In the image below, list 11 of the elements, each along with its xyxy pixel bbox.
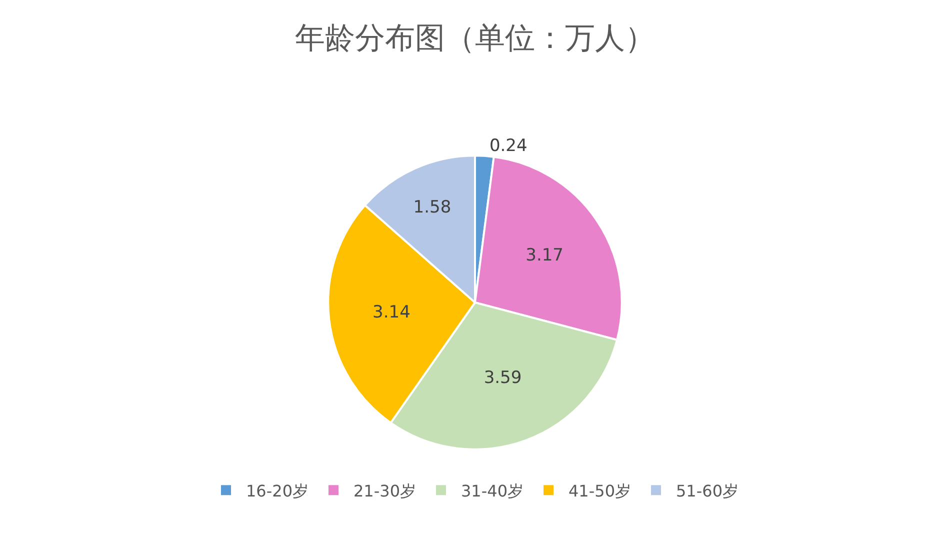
data-label: 3.17 xyxy=(526,246,564,266)
legend-label: 51-60岁 xyxy=(676,481,738,500)
legend-label: 41-50岁 xyxy=(568,481,631,500)
chart-title: 年龄分布图（单位：万人） xyxy=(295,20,655,56)
data-label: 1.58 xyxy=(413,198,452,218)
data-label: 3.14 xyxy=(372,302,410,322)
legend-label: 31-40岁 xyxy=(461,481,524,500)
legend-label: 21-30岁 xyxy=(354,481,416,500)
data-label: 3.59 xyxy=(484,368,522,388)
data-label: 0.24 xyxy=(489,136,528,156)
legend-label: 16-20岁 xyxy=(246,481,308,500)
